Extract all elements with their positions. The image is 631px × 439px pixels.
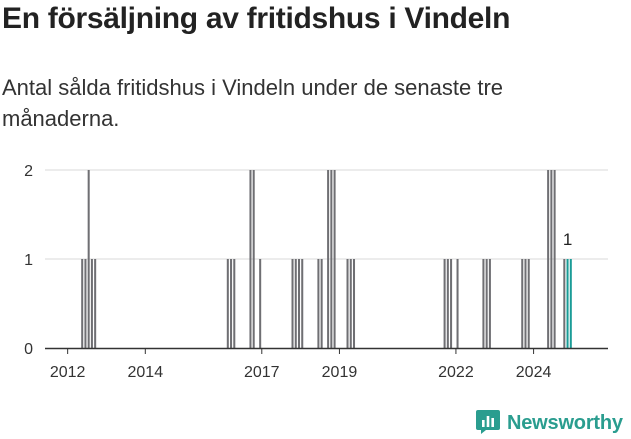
bar (94, 259, 97, 348)
bar (90, 259, 93, 348)
x-tick-label: 2019 (322, 364, 358, 381)
bar (230, 259, 233, 348)
bar (301, 259, 304, 348)
bar (456, 259, 459, 348)
bar (553, 170, 556, 348)
bar-chart-icon (476, 408, 500, 439)
bar (226, 259, 229, 348)
x-tick-label: 2012 (50, 364, 86, 381)
x-tick-label: 2024 (516, 364, 552, 381)
bar (291, 259, 294, 348)
bar (233, 259, 236, 348)
chart-subtitle: Antal sålda fritidshus i Vindeln under d… (2, 75, 504, 131)
bar (333, 170, 336, 348)
bar (84, 259, 87, 348)
y-tick-label: 0 (24, 341, 33, 358)
bar (294, 259, 297, 348)
bar (252, 170, 255, 348)
bar (443, 259, 446, 348)
bar (346, 259, 349, 348)
y-tick-label: 1 (24, 252, 33, 269)
bar-chart: 0 1 2 1 2012 2014 2017 2019 2022 2024 (24, 163, 608, 381)
x-tick-label: 2022 (438, 364, 474, 381)
bar (482, 259, 485, 348)
bar (485, 259, 488, 348)
newsworthy-logo[interactable]: Newsworthy (476, 409, 623, 437)
logo-text: Newsworthy (507, 411, 623, 434)
chart-title: En försäljning av fritidshus i Vindeln (2, 2, 511, 35)
bar (569, 259, 572, 348)
bar (550, 170, 553, 348)
bar (330, 170, 333, 348)
bar (527, 259, 530, 348)
bar (446, 259, 449, 348)
x-tick-label: 2017 (244, 364, 280, 381)
bar (524, 259, 527, 348)
bar (563, 259, 566, 348)
bar (349, 259, 352, 348)
bar (317, 259, 320, 348)
bar (488, 259, 491, 348)
bar (521, 259, 524, 348)
bar (249, 170, 252, 348)
bar (87, 170, 90, 348)
bar (297, 259, 301, 348)
bar (327, 170, 330, 348)
bar (547, 170, 550, 348)
bar (566, 259, 569, 348)
data-label: 1 (563, 230, 572, 249)
bar (81, 259, 84, 348)
bar (259, 259, 262, 348)
bar (320, 259, 323, 348)
x-tick-label: 2014 (128, 364, 164, 381)
y-tick-label: 2 (24, 163, 33, 180)
bar (352, 259, 356, 348)
bar (450, 259, 453, 348)
